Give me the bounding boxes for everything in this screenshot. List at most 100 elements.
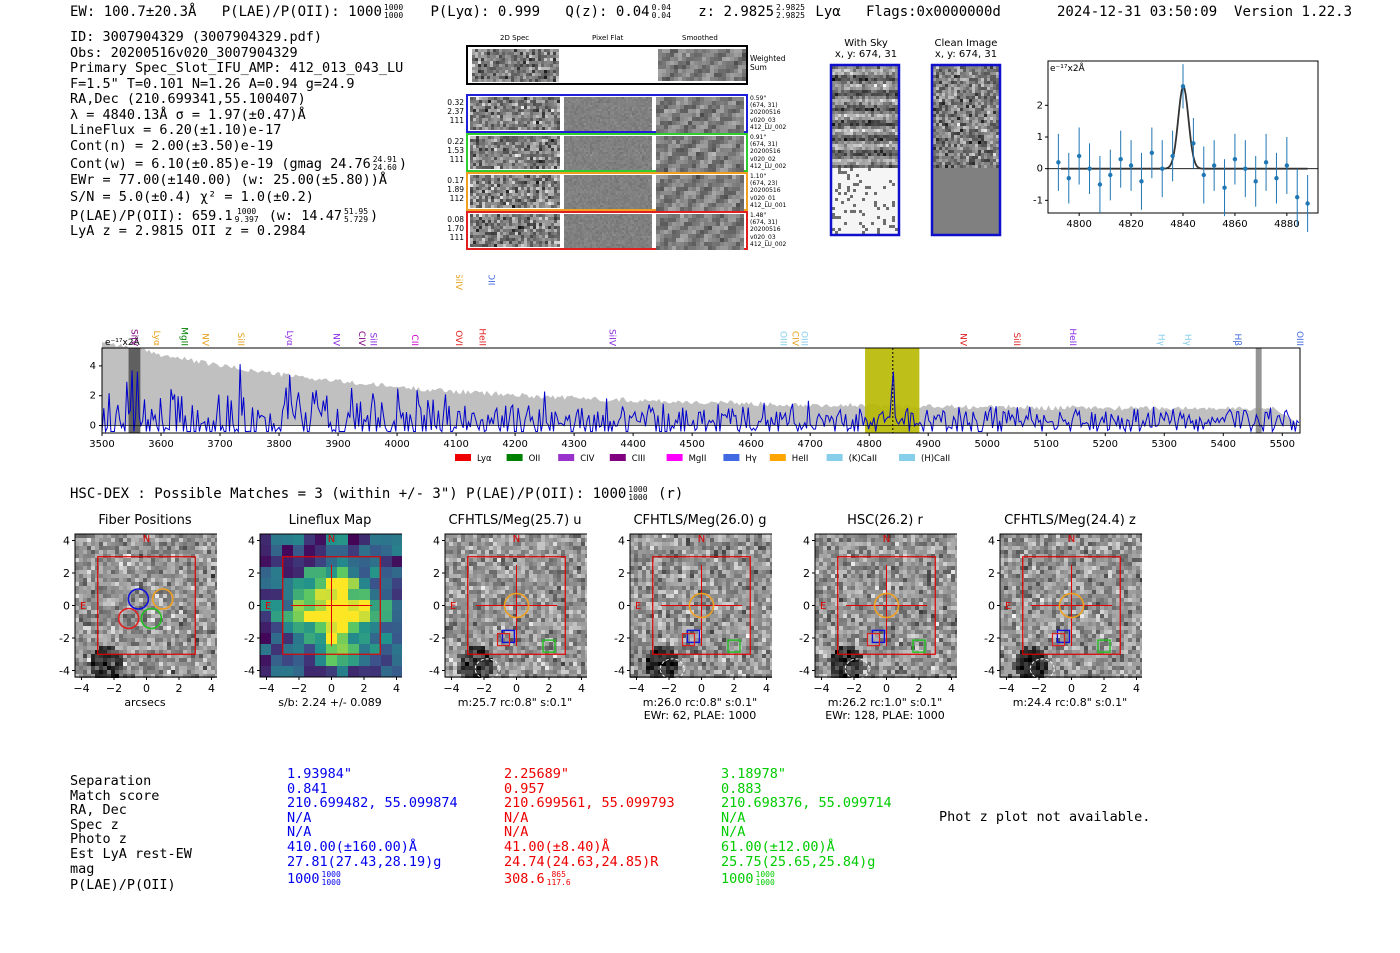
data-point [1253,179,1258,184]
y-tick-label: 2 [803,567,810,580]
spec2d-row-right-value: (674, 31) [750,141,778,149]
search-suffix: (r) [658,486,684,502]
x-tick-label: −4 [443,682,459,695]
match-row-label: mag [70,860,95,877]
info-contw-lo: 24.60 [372,163,397,172]
y-tick-label: 4 [618,535,625,548]
match-plae-hi: 1000 [321,870,341,880]
y-tick-label: -4 [59,665,70,678]
x-tick-label: 3700 [207,439,232,450]
north-label: N [513,534,520,545]
panel-title: HSC(26.2) r [847,513,923,528]
header-version: Version 1.22.3 [1234,4,1353,20]
spec2d-row-right-value: 20200516 [750,148,781,156]
info-contw-hi: 24.91 [372,155,397,164]
line-marker-label: Hγ [1155,334,1165,347]
spec2d-row-left-value: 1.89 [447,185,464,194]
x-tick-label: −2 [1031,682,1047,695]
highlight-band [1255,348,1262,433]
search-title: HSC-DEX : Possible Matches = 3 (within +… [70,485,684,503]
y-tick-label: 0 [90,421,96,432]
x-tick-label: 3600 [148,439,173,450]
line-marker-label: SiIV [129,329,139,347]
legend-label: CIV [580,454,594,464]
spec2d-row-right-value: (674, 31) [750,102,778,110]
spec2d-row-left: 0.17 1.89 112 [444,176,464,203]
cutout-image: N E 4 2 0 -2 -4−4 −2 0 2 4 [244,533,402,695]
header-qz-lo: 0.04 [651,11,671,20]
x-tick-label: −4 [813,682,829,695]
x-tick-label: −2 [476,682,492,695]
search-hi: 1000 [628,485,648,494]
data-point [1160,166,1165,171]
match-value: N/A [504,809,529,826]
east-label: E [820,601,826,612]
header-plya: P(Lyα): 0.999 [430,4,541,20]
data-point [1118,156,1123,162]
north-label: N [698,534,705,545]
clean-xy: x, y: 674, 31 [934,49,998,60]
line-marker-label: CII [409,334,419,346]
top-marker-label: OII [486,275,496,285]
match-value: 27.81(27.43,28.19)g [287,853,442,870]
spec2d-row-right-value: 20200516 [750,109,781,117]
x-tick-label: 4400 [620,439,645,450]
x-tick-label: 5100 [1034,439,1059,450]
east-label: E [265,601,271,612]
legend-label: CIII [632,454,645,464]
match-plae: 308.6 [504,871,545,888]
search-title-text: HSC-DEX : Possible Matches = 3 (within +… [70,486,627,502]
y-tick-label: -1 [1033,195,1043,206]
legend-swatch [826,454,843,461]
match-box [727,639,741,653]
match-box [496,633,511,647]
spec2d-header-2: Smoothed [682,34,718,42]
legend-swatch [723,454,740,461]
legend-label: HeII [792,454,809,464]
y-tick-label: 0 [1037,164,1043,175]
photz-note: Phot z plot not available. [939,809,1151,825]
panel-title: Fiber Positions [98,513,192,528]
spec2d-row-left-value: 111 [449,233,464,242]
highlight-band [865,348,893,433]
x-tick-label: 2 [731,682,738,695]
spec2d-row-left-value: 112 [449,194,464,203]
y-tick-label: 2 [618,567,625,580]
line-fit-chart: e⁻¹⁷x2Å 2 1 0 -1 4800 4820 4840 4860 4880 [1033,60,1319,232]
x-tick-label: 4 [578,682,585,695]
y-tick-label: 2 [433,567,440,580]
data-point [1149,150,1155,156]
x-tick-label: −2 [846,682,862,695]
x-tick-label: −4 [73,682,89,695]
legend-label: MgII [689,454,707,464]
match-value: 25.75(25.65,25.84)g [721,853,876,870]
x-tick-label: −2 [661,682,677,695]
legend-swatch [609,454,626,461]
spec2d-panel: 2D Spec Pixel Flat Smoothed Weighted Sum… [440,32,795,257]
info-id: ID: 3007904329 (3007904329.pdf) [70,29,322,45]
x-tick-label: 4 [208,682,215,695]
line-marker-label: OIII [778,331,788,346]
y-tick-label: 0 [803,600,810,613]
cutout-image: N E 4 2 0 -2 -4−4 −2 0 2 4 [799,533,957,695]
panel-caption: m:26.0 rc:0.8" s:0.1" [642,696,758,709]
spec2d-row-right-value: 412_LU_002 [750,123,787,131]
panel-title: CFHTLS/Meg(25.7) u [448,513,582,528]
cutout-image: N E 4 2 0 -2 -4−4 −2 0 2 4 [984,533,1142,695]
panel-caption: m:24.4 rc:0.8" s:0.1" [1012,696,1128,709]
x-tick-label: 4200 [502,439,527,450]
with-sky-xy: x, y: 674, 31 [834,49,898,60]
x-tick-label: 3900 [325,439,350,450]
legend-swatch [558,454,575,461]
y-tick-label: -2 [429,632,440,645]
spec2d-row-right: 0.59" (674, 31) 20200516 v020_03 412_LU_002 [750,95,786,131]
match-value: 24.74(24.63,24.85)R [504,853,659,870]
data-point [1284,163,1290,168]
panel-caption: m:26.2 rc:1.0" s:0.1" [827,696,943,709]
x-tick-label: 4300 [561,439,586,450]
line-marker-label: CIV [790,331,800,347]
search-box [652,556,751,655]
spec2d-row-left-value: 0.32 [447,98,464,107]
match-row-label: Match score [70,787,160,804]
info-plae-w-hi: 51.95 [343,206,369,216]
